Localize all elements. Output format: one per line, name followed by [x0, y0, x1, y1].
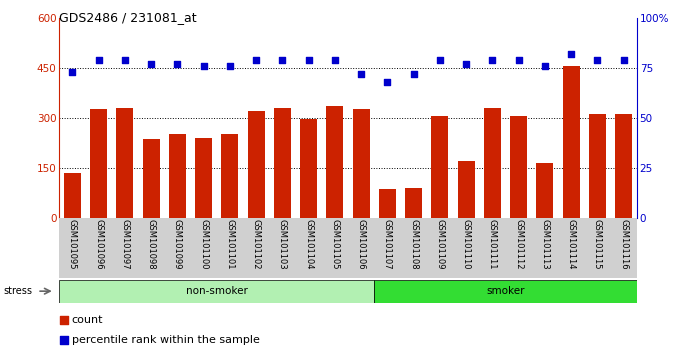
Bar [562, 66, 580, 218]
Text: count: count [72, 315, 104, 325]
Point [539, 63, 551, 69]
Bar [374, 280, 637, 303]
Bar [248, 111, 264, 218]
Text: GSM101113: GSM101113 [540, 219, 549, 269]
Text: non-smoker: non-smoker [186, 286, 248, 296]
Point [382, 79, 393, 85]
Bar [90, 109, 107, 218]
Point [329, 57, 340, 63]
Bar [458, 161, 475, 218]
Text: percentile rank within the sample: percentile rank within the sample [72, 335, 260, 345]
Bar [326, 106, 343, 218]
Point [172, 61, 183, 67]
Point [461, 61, 472, 67]
Text: GSM101096: GSM101096 [94, 219, 103, 269]
Text: GSM101100: GSM101100 [199, 219, 208, 269]
Text: GSM101116: GSM101116 [619, 219, 628, 269]
Bar [432, 116, 448, 218]
Point [434, 57, 445, 63]
Text: GSM101104: GSM101104 [304, 219, 313, 269]
Text: GSM101109: GSM101109 [436, 219, 445, 269]
Bar [615, 114, 632, 218]
Bar [537, 163, 553, 218]
Bar [379, 189, 396, 218]
Text: GSM101098: GSM101098 [147, 219, 156, 269]
Text: GSM101101: GSM101101 [226, 219, 235, 269]
Text: GSM101103: GSM101103 [278, 219, 287, 269]
Point [277, 57, 288, 63]
Text: GDS2486 / 231081_at: GDS2486 / 231081_at [59, 11, 197, 24]
Point [566, 51, 577, 57]
Point [356, 71, 367, 76]
Point [303, 57, 314, 63]
Bar [589, 114, 606, 218]
Bar [195, 138, 212, 218]
Point [93, 57, 104, 63]
Bar [274, 108, 291, 218]
Bar [116, 108, 134, 218]
Text: GSM101099: GSM101099 [173, 219, 182, 269]
Bar [59, 280, 374, 303]
Point [251, 57, 262, 63]
Bar [64, 173, 81, 218]
Text: GSM101105: GSM101105 [331, 219, 340, 269]
Text: GSM101107: GSM101107 [383, 219, 392, 269]
Bar [221, 135, 238, 218]
Bar [353, 109, 370, 218]
Point [487, 57, 498, 63]
Point [145, 61, 157, 67]
Text: GSM101102: GSM101102 [251, 219, 260, 269]
Text: smoker: smoker [487, 286, 525, 296]
Point [198, 63, 209, 69]
Point [592, 57, 603, 63]
Point [618, 57, 629, 63]
Text: GSM101111: GSM101111 [488, 219, 497, 269]
Bar [143, 139, 159, 218]
Text: GSM101108: GSM101108 [409, 219, 418, 269]
Bar [405, 188, 422, 218]
Bar [169, 135, 186, 218]
Point [384, 85, 395, 91]
Point [67, 69, 78, 75]
Text: GSM101112: GSM101112 [514, 219, 523, 269]
Text: GSM101106: GSM101106 [356, 219, 365, 269]
Point [119, 57, 130, 63]
Point [513, 57, 524, 63]
Text: GSM101097: GSM101097 [120, 219, 129, 269]
Text: GSM101114: GSM101114 [567, 219, 576, 269]
Bar [510, 116, 527, 218]
Bar [484, 108, 501, 218]
Point [408, 71, 419, 76]
Text: GSM101115: GSM101115 [593, 219, 602, 269]
Point [384, 262, 395, 268]
Text: stress: stress [3, 286, 33, 296]
Text: GSM101095: GSM101095 [68, 219, 77, 269]
Text: GSM101110: GSM101110 [461, 219, 470, 269]
Point [224, 63, 235, 69]
Bar [300, 119, 317, 218]
